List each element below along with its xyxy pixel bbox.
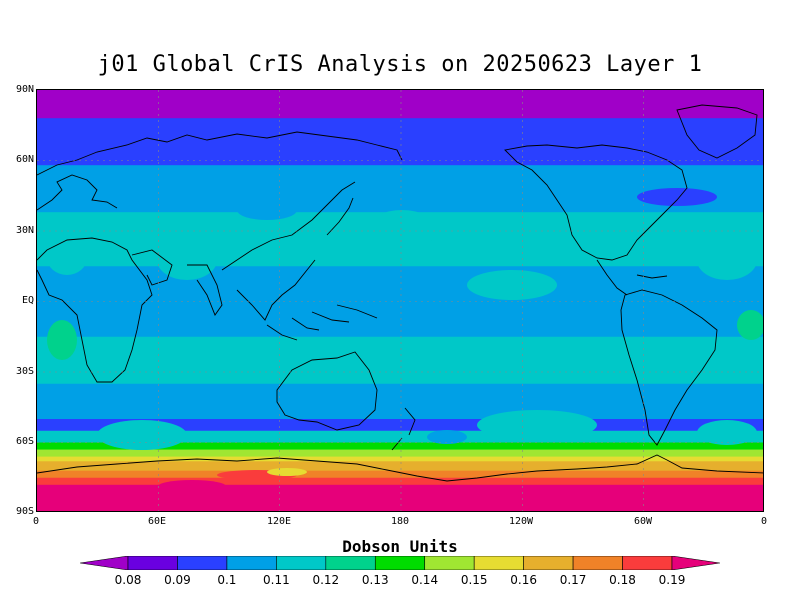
coastline-africa — [37, 237, 153, 383]
field-patch-2 — [367, 210, 437, 250]
colorbar-cell-9 — [523, 556, 574, 570]
y-tick-60n: 60N — [15, 154, 34, 165]
field-patch-3 — [597, 220, 677, 265]
coastline-australia — [276, 351, 378, 431]
coastline-japan — [326, 197, 354, 236]
colorbar-label: 0.13 — [361, 573, 389, 587]
x-tick-0-end: 0 — [760, 516, 768, 527]
x-tick-60e: 60E — [147, 516, 167, 527]
field-patch-5 — [237, 200, 297, 220]
y-tick-90s: 90S — [15, 506, 34, 517]
zonal-band-6 — [37, 383, 763, 420]
field-patch-10 — [637, 188, 717, 206]
colorbar-cell-5 — [325, 556, 376, 570]
zonal-band-15 — [37, 484, 763, 511]
zonal-band-13 — [37, 470, 763, 479]
x-tick-180: 180 — [390, 516, 410, 527]
coastline-eurasia-north — [37, 131, 403, 176]
colorbar-cell-2 — [177, 556, 228, 570]
x-tick-120e: 120E — [266, 516, 292, 527]
field-patch-1 — [157, 240, 217, 280]
ozone-field-map — [37, 90, 763, 511]
field-patch-9 — [697, 420, 757, 445]
colorbar-unit-label: Dobson Units — [342, 537, 458, 556]
field-patch-12 — [47, 320, 77, 360]
colorbar-cell-6 — [374, 556, 426, 570]
coastline-europe — [37, 174, 118, 211]
zonal-band-11 — [37, 456, 763, 462]
colorbar — [80, 556, 720, 570]
zonal-band-5 — [37, 336, 763, 385]
colorbar-label: 0.1 — [217, 573, 237, 587]
colorbar-label: 0.16 — [510, 573, 537, 587]
coastline-greenland — [676, 104, 758, 159]
field-patch-8 — [477, 410, 597, 440]
colorbar-cell-11 — [622, 556, 673, 570]
colorbar-label: 0.08 — [114, 573, 142, 587]
colorbar-cell-7 — [424, 556, 475, 570]
zonal-band-14 — [37, 477, 763, 486]
colorbar-cell-10 — [572, 556, 623, 570]
coastline-antarctica — [37, 454, 763, 482]
zonal-band-12 — [37, 461, 763, 472]
coastline-indonesia — [266, 304, 378, 341]
colorbar-cell-4 — [276, 556, 327, 570]
field-patch-7 — [97, 420, 187, 450]
coastline-south-america — [620, 289, 718, 446]
field-patch-6 — [467, 270, 557, 300]
zonal-band-9 — [37, 442, 763, 451]
colorbar-label: 0.14 — [411, 573, 439, 587]
colorbar-label: 0.19 — [658, 573, 686, 587]
colorbar-label: 0.12 — [312, 573, 340, 587]
graticule — [37, 90, 763, 511]
map-plot-area — [36, 89, 764, 512]
y-tick-eq: EQ — [21, 295, 34, 306]
colorbar-label: 0.17 — [559, 573, 587, 587]
colorbar-label: 0.09 — [164, 573, 191, 587]
colorbar-cell-3 — [226, 556, 277, 570]
zonal-band-10 — [37, 449, 763, 458]
coastline-north-america — [504, 144, 688, 261]
field-patch-11 — [427, 430, 467, 444]
antarctic-patch-0 — [157, 480, 227, 494]
map-title: j01 Global CrIS Analysis on 20250623 Lay… — [97, 52, 703, 77]
coastline-arabia-india — [131, 249, 223, 316]
field-patch-0 — [47, 240, 87, 275]
y-tick-30s: 30S — [15, 366, 34, 377]
coastlines — [37, 104, 763, 482]
field-patch-4 — [697, 240, 757, 280]
ozone-field-patches — [47, 188, 763, 494]
x-tick-60w: 60W — [633, 516, 653, 527]
colorbar-cell-8 — [473, 556, 524, 570]
colorbar-cell-1 — [127, 556, 178, 570]
antarctic-patch-2 — [267, 468, 307, 476]
colorbar-cell-over — [671, 556, 720, 570]
field-patch-13 — [737, 310, 763, 340]
coastline-central-america — [596, 259, 668, 296]
colorbar-label: 0.11 — [263, 573, 290, 587]
colorbar-label: 0.18 — [609, 573, 636, 587]
zonal-band-2 — [37, 165, 763, 213]
zonal-band-1 — [37, 118, 763, 166]
y-tick-60s: 60S — [15, 436, 34, 447]
zonal-band-0 — [37, 90, 763, 119]
colorbar-cell-under — [80, 556, 129, 570]
coastline-new-zealand — [391, 407, 416, 451]
y-tick-90n: 90N — [15, 84, 34, 95]
coastline-east-asia — [221, 181, 356, 321]
x-tick-120w: 120W — [508, 516, 534, 527]
colorbar-label: 0.15 — [460, 573, 488, 587]
x-tick-0: 0 — [32, 516, 40, 527]
y-tick-30n: 30N — [15, 225, 34, 236]
